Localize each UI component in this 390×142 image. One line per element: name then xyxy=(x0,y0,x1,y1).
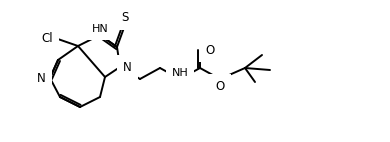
Text: O: O xyxy=(205,43,214,57)
Text: Cl: Cl xyxy=(41,32,53,44)
Text: O: O xyxy=(215,80,225,93)
Text: N: N xyxy=(123,60,132,74)
Text: NH: NH xyxy=(172,68,188,78)
Text: HN: HN xyxy=(92,24,108,34)
Text: S: S xyxy=(121,11,129,24)
Text: N: N xyxy=(37,72,46,84)
